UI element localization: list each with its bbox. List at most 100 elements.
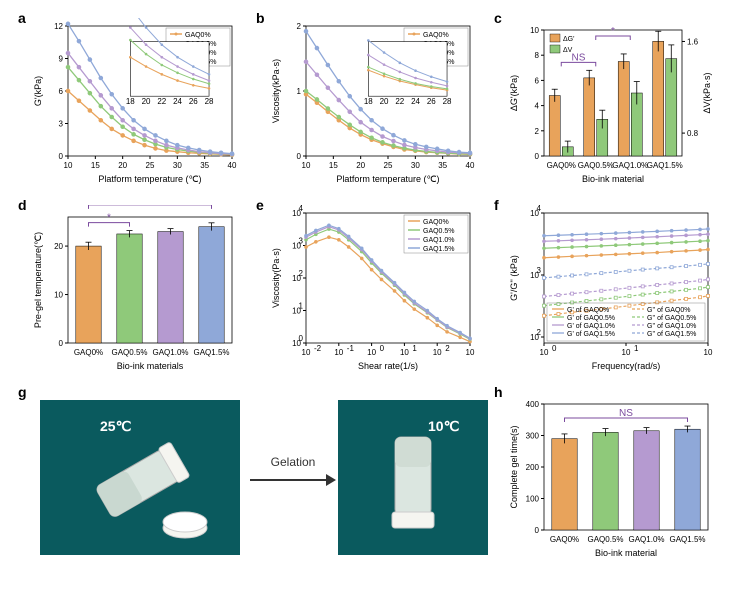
svg-text:2: 2 bbox=[537, 328, 542, 337]
svg-text:*: * bbox=[611, 26, 615, 37]
svg-text:1: 1 bbox=[412, 344, 417, 353]
svg-text:3: 3 bbox=[299, 237, 304, 246]
svg-text:Complete gel time(s): Complete gel time(s) bbox=[509, 425, 519, 508]
svg-text:1: 1 bbox=[299, 302, 304, 311]
panel-label-a: a bbox=[18, 10, 26, 26]
svg-text:Shear rate(1/s): Shear rate(1/s) bbox=[358, 361, 418, 371]
svg-text:GAQ1.5%: GAQ1.5% bbox=[423, 246, 455, 253]
svg-text:NS: NS bbox=[572, 52, 586, 63]
svg-text:20: 20 bbox=[356, 161, 365, 170]
svg-text:10: 10 bbox=[433, 348, 442, 357]
svg-text:-1: -1 bbox=[347, 344, 355, 353]
svg-text:40: 40 bbox=[228, 161, 237, 170]
svg-text:24: 24 bbox=[173, 97, 182, 106]
panel-label-g: g bbox=[18, 384, 27, 400]
svg-text:G' of GAQ0.5%: G' of GAQ0.5% bbox=[567, 315, 615, 322]
svg-text:GAQ0.5%: GAQ0.5% bbox=[578, 161, 614, 170]
svg-text:G'' of GAQ0.5%: G'' of GAQ0.5% bbox=[647, 315, 696, 322]
svg-text:26: 26 bbox=[189, 97, 198, 106]
svg-text:Viscosity(kPa·s): Viscosity(kPa·s) bbox=[271, 59, 281, 123]
panel-label-d: d bbox=[18, 197, 27, 213]
svg-text:G'/G'' (kPa): G'/G'' (kPa) bbox=[509, 255, 519, 301]
svg-text:20: 20 bbox=[54, 242, 63, 251]
svg-text:200: 200 bbox=[526, 463, 540, 472]
svg-text:G'' of GAQ0%: G'' of GAQ0% bbox=[647, 307, 691, 314]
svg-text:25: 25 bbox=[384, 161, 393, 170]
svg-text:GAQ1.5%: GAQ1.5% bbox=[669, 535, 705, 544]
svg-text:Bio-ink material: Bio-ink material bbox=[582, 174, 644, 184]
svg-text:10: 10 bbox=[622, 348, 631, 357]
svg-text:Bio-ink material: Bio-ink material bbox=[595, 548, 657, 558]
svg-text:G'(kPa): G'(kPa) bbox=[33, 76, 43, 106]
svg-text:ΔG'(kPa): ΔG'(kPa) bbox=[509, 75, 519, 111]
svg-text:Pre-gel temperature(℃): Pre-gel temperature(℃) bbox=[33, 232, 43, 328]
svg-text:NS: NS bbox=[619, 408, 633, 419]
svg-text:0.8: 0.8 bbox=[687, 129, 699, 138]
svg-text:Platform temperature (℃): Platform temperature (℃) bbox=[336, 174, 439, 184]
chart-a: 10152025303540036912Platform temperature… bbox=[30, 18, 240, 186]
svg-text:26: 26 bbox=[427, 97, 436, 106]
svg-text:6: 6 bbox=[59, 87, 64, 96]
svg-text:ΔG': ΔG' bbox=[563, 36, 574, 43]
svg-text:22: 22 bbox=[157, 97, 166, 106]
svg-text:0: 0 bbox=[59, 152, 64, 161]
svg-text:300: 300 bbox=[526, 432, 540, 441]
svg-text:4: 4 bbox=[535, 102, 540, 111]
svg-text:Bio-ink materials: Bio-ink materials bbox=[117, 361, 184, 371]
svg-text:ΔV: ΔV bbox=[563, 47, 573, 54]
svg-text:GAQ0.5%: GAQ0.5% bbox=[111, 348, 147, 357]
panel-label-c: c bbox=[494, 10, 502, 26]
svg-text:0: 0 bbox=[380, 344, 385, 353]
svg-text:10: 10 bbox=[302, 161, 311, 170]
photo-25c: 25℃ bbox=[40, 400, 240, 555]
svg-text:20: 20 bbox=[142, 97, 151, 106]
svg-text:12: 12 bbox=[54, 22, 63, 31]
svg-text:GAQ1.0%: GAQ1.0% bbox=[423, 237, 455, 244]
svg-text:10: 10 bbox=[64, 161, 73, 170]
svg-text:GAQ0%: GAQ0% bbox=[185, 32, 211, 39]
panel-label-b: b bbox=[256, 10, 265, 26]
svg-text:Frequency(rad/s): Frequency(rad/s) bbox=[592, 361, 661, 371]
svg-text:1.6: 1.6 bbox=[687, 37, 699, 46]
svg-text:G' of GAQ1.5%: G' of GAQ1.5% bbox=[567, 331, 615, 338]
svg-text:GAQ1.0%: GAQ1.0% bbox=[152, 348, 188, 357]
svg-text:0: 0 bbox=[59, 339, 64, 348]
svg-text:G' of GAQ1.0%: G' of GAQ1.0% bbox=[567, 323, 615, 330]
svg-text:GAQ0.5%: GAQ0.5% bbox=[587, 535, 623, 544]
svg-text:2: 2 bbox=[299, 269, 304, 278]
svg-text:GAQ1.5%: GAQ1.5% bbox=[647, 161, 683, 170]
svg-text:0: 0 bbox=[297, 152, 302, 161]
svg-text:G'' of GAQ1.0%: G'' of GAQ1.0% bbox=[647, 323, 696, 330]
svg-text:3: 3 bbox=[537, 266, 542, 275]
svg-text:GAQ0.5%: GAQ0.5% bbox=[423, 228, 455, 235]
svg-text:10: 10 bbox=[704, 348, 713, 357]
svg-text:100: 100 bbox=[526, 495, 540, 504]
svg-text:**: ** bbox=[146, 205, 154, 206]
svg-text:0: 0 bbox=[535, 526, 540, 535]
svg-text:GAQ1.0%: GAQ1.0% bbox=[628, 535, 664, 544]
svg-text:400: 400 bbox=[526, 400, 540, 409]
svg-text:1: 1 bbox=[634, 344, 639, 353]
svg-text:25: 25 bbox=[146, 161, 155, 170]
svg-text:*: * bbox=[107, 213, 111, 224]
chart-f: 100101102102103104Frequency(rad/s)G'/G''… bbox=[506, 205, 716, 373]
svg-text:30: 30 bbox=[411, 161, 420, 170]
chart-c: 02468100.81.6ΔV(kPa·s)GAQ0%GAQ0.5%GAQ1.0… bbox=[506, 18, 716, 186]
svg-text:35: 35 bbox=[200, 161, 209, 170]
svg-text:Platform temperature (℃): Platform temperature (℃) bbox=[98, 174, 201, 184]
panel-label-h: h bbox=[494, 384, 503, 400]
svg-text:GAQ1.5%: GAQ1.5% bbox=[193, 348, 229, 357]
svg-text:4: 4 bbox=[537, 205, 542, 213]
svg-text:40: 40 bbox=[466, 161, 475, 170]
chart-e: 10-210-1100101102103100101102103104Shear… bbox=[268, 205, 478, 373]
svg-text:GAQ0%: GAQ0% bbox=[423, 32, 449, 39]
svg-text:Viscosity(Pa·s): Viscosity(Pa·s) bbox=[271, 248, 281, 308]
svg-text:20: 20 bbox=[380, 97, 389, 106]
svg-text:10: 10 bbox=[540, 348, 549, 357]
svg-text:GAQ1.0%: GAQ1.0% bbox=[612, 161, 648, 170]
svg-text:8: 8 bbox=[535, 51, 540, 60]
svg-text:G'' of GAQ1.5%: G'' of GAQ1.5% bbox=[647, 331, 696, 338]
svg-text:3: 3 bbox=[59, 120, 64, 129]
svg-text:18: 18 bbox=[364, 97, 373, 106]
svg-text:10: 10 bbox=[530, 26, 539, 35]
